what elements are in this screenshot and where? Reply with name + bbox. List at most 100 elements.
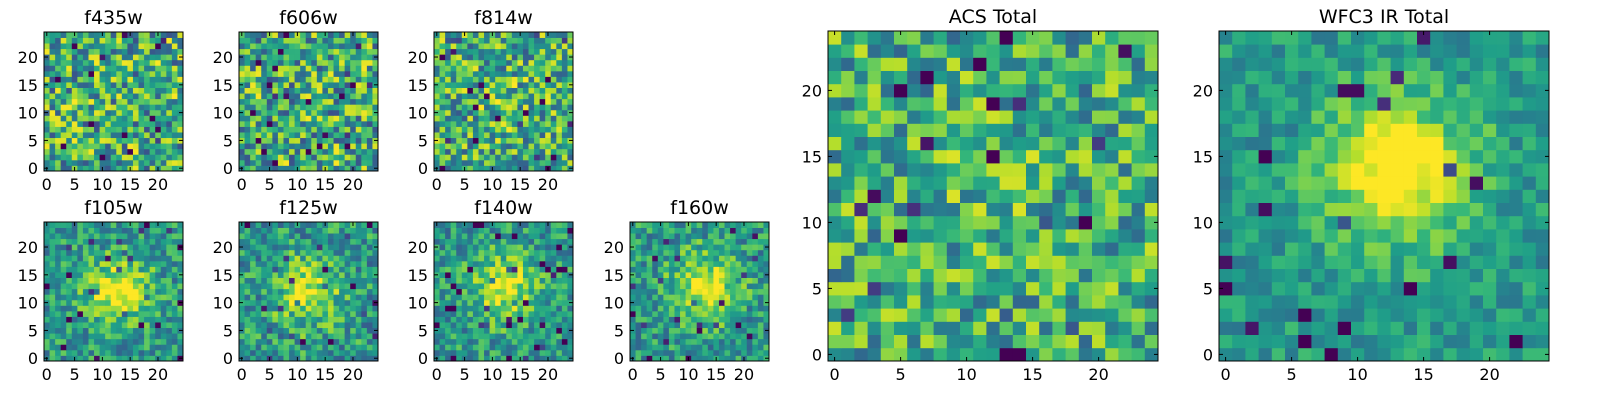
heatmap-cell (66, 238, 73, 245)
heatmap-cell (854, 347, 868, 362)
heatmap-cell (718, 344, 725, 351)
heatmap-cell (522, 143, 529, 150)
heatmap-cell (66, 249, 73, 256)
heatmap-cell (277, 115, 284, 122)
heatmap-cell (539, 283, 546, 290)
panel-title: f435w (84, 7, 143, 29)
heatmap-cell (311, 59, 318, 66)
heatmap-cell (322, 43, 329, 50)
heatmap-cell (1131, 255, 1146, 269)
heatmap-cell (132, 244, 139, 251)
heatmap-cell (121, 277, 128, 284)
heatmap-cell (1105, 295, 1119, 309)
heatmap-cell (316, 43, 323, 50)
axes-frame (238, 31, 379, 172)
heatmap-cell (741, 344, 748, 351)
heatmap-cell (355, 272, 362, 278)
heatmap-cell (757, 227, 764, 234)
heatmap-cell (724, 344, 731, 351)
heatmap-cell (250, 294, 257, 301)
heatmap-cell (999, 215, 1014, 230)
heatmap-cell (539, 260, 546, 267)
heatmap-cell (746, 244, 753, 251)
heatmap-cell (361, 266, 368, 273)
heatmap-cell (1039, 321, 1053, 335)
heatmap-cell (522, 344, 529, 351)
heatmap-cell (841, 229, 855, 243)
heatmap-cell (344, 59, 351, 66)
heatmap-cell (545, 249, 552, 256)
heatmap-cell (132, 277, 139, 284)
heatmap-cell (434, 283, 440, 290)
heatmap-cell (66, 143, 73, 150)
heatmap-cell (272, 48, 279, 55)
heatmap-cell (556, 283, 563, 290)
heatmap-cell (528, 272, 535, 278)
heatmap-cell (149, 338, 156, 345)
heatmap-cell (311, 70, 318, 77)
heatmap-cell (127, 327, 134, 334)
heatmap-cell (361, 316, 368, 323)
heatmap-cell (635, 249, 642, 256)
heatmap-cell (478, 37, 485, 44)
heatmap-cell (445, 305, 452, 312)
heatmap-cell (250, 266, 257, 273)
heatmap-cell (511, 132, 518, 139)
heatmap-cell (545, 266, 552, 273)
heatmap-cell (1039, 255, 1053, 269)
heatmap-cell (316, 132, 323, 139)
heatmap-cell (361, 277, 368, 284)
heatmap-cell (277, 322, 284, 329)
heatmap-cell (166, 266, 173, 273)
heatmap-cell (467, 82, 474, 88)
heatmap-cell (478, 310, 485, 317)
heatmap-cell (757, 233, 764, 240)
heatmap-cell (138, 355, 145, 362)
heatmap-cell (82, 70, 89, 77)
heatmap-cell (472, 54, 479, 61)
heatmap-cell (116, 154, 123, 161)
heatmap-cell (522, 65, 529, 72)
heatmap-cell (920, 163, 934, 177)
heatmap-cell (300, 344, 307, 351)
heatmap-cell (1118, 334, 1132, 349)
heatmap-cell (366, 115, 373, 122)
heatmap-cell (450, 227, 457, 234)
heatmap-cell (1012, 163, 1027, 177)
heatmap-cell (339, 327, 346, 334)
heatmap-cell (272, 154, 279, 161)
heatmap-cell (445, 109, 452, 116)
heatmap-cell (713, 305, 720, 312)
heatmap-cell (467, 109, 474, 116)
heatmap-cell (867, 229, 882, 243)
heatmap-cell (261, 266, 268, 273)
heatmap-cell (456, 43, 463, 50)
heatmap-cell (718, 355, 725, 362)
heatmap-cell (735, 338, 742, 345)
heatmap-cell (110, 70, 117, 77)
heatmap-cell (82, 288, 89, 295)
heatmap-cell (567, 294, 574, 301)
heatmap-cell (344, 333, 351, 340)
heatmap-cell (511, 48, 518, 55)
heatmap-cell (88, 115, 95, 122)
heatmap-cell (277, 349, 284, 356)
heatmap-cell (277, 283, 284, 290)
heatmap-cell (121, 333, 128, 340)
heatmap-cell (641, 305, 648, 312)
heatmap-cell (517, 137, 524, 144)
heatmap-cell (1118, 215, 1132, 230)
heatmap-cell (316, 260, 323, 267)
heatmap-cell (94, 222, 100, 228)
heatmap-cell (344, 316, 351, 323)
heatmap-cell (132, 294, 139, 301)
heatmap-cell (311, 54, 318, 61)
heatmap-cell (907, 334, 921, 349)
heatmap-cell (49, 159, 56, 166)
heatmap-cell (289, 288, 295, 295)
heatmap-cell (752, 305, 759, 312)
heatmap-cell (724, 244, 731, 251)
heatmap-cell (561, 333, 568, 340)
heatmap-cell (478, 338, 485, 345)
